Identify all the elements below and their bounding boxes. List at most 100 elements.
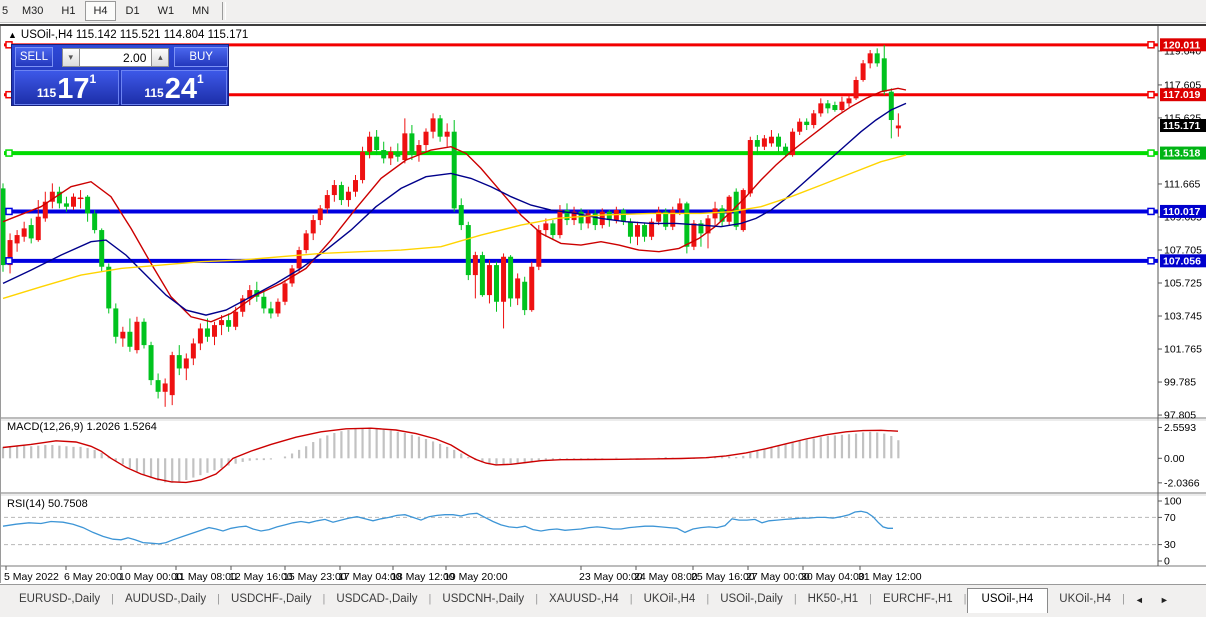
price-tick-label: 115.625 <box>1164 112 1201 124</box>
timeframe-button-MN[interactable]: MN <box>192 5 210 17</box>
buy-price-pip: 1 <box>196 72 204 86</box>
tab-separator: | <box>1122 593 1125 605</box>
line-handle <box>5 149 13 157</box>
price-tick-label: 103.745 <box>1164 311 1202 323</box>
macd-tick-label: -2.0366 <box>1164 477 1200 489</box>
date-label: 27 May 00:00 <box>746 571 810 583</box>
rsi-tick-label: 100 <box>1164 496 1182 508</box>
macd-group <box>1 427 900 484</box>
line-handle <box>1147 207 1155 216</box>
tab-scroll-left-icon[interactable]: ◄ <box>1134 595 1144 605</box>
sell-price-button[interactable]: 115 17 1 <box>14 70 119 105</box>
chart-tab-ukoil-h4[interactable]: UKOil-,H4 <box>643 593 696 605</box>
date-label: 18 May 12:00 <box>391 571 455 583</box>
tab-separator: | <box>706 593 710 605</box>
svg-text:110.017: 110.017 <box>1163 206 1201 218</box>
date-label: 23 May 00:00 <box>579 571 643 583</box>
price-tick-label: 99.785 <box>1164 377 1196 389</box>
chart-tab-ukoil-h4[interactable]: UKOil-,H4 <box>1059 593 1112 605</box>
timeframe-button-H1[interactable]: H1 <box>61 5 76 17</box>
timeframe-button-W1[interactable]: W1 <box>157 5 175 17</box>
price-tick-label: 101.765 <box>1164 344 1202 356</box>
tab-separator: | <box>793 593 797 605</box>
chart-title: ▲ USOil-,H4 115.142 115.521 114.804 115.1… <box>8 29 248 41</box>
date-label: 12 May 16:00 <box>229 571 293 583</box>
chart-canvas[interactable]: 119.640 117.605 115.625 111.665 109.685 107.7… <box>1 26 1206 617</box>
sell-button[interactable]: SELL <box>15 47 53 67</box>
chart-tab-xauusd-h4[interactable]: XAUUSD-,H4 <box>549 593 619 605</box>
tab-separator: | <box>629 593 633 605</box>
tab-separator: | <box>963 593 967 605</box>
ma-red-line <box>2 87 907 323</box>
one-click-trading-panel: SELL ▾ 2.00 ▴ BUY 115 17 1 115 24 1 <box>11 44 229 106</box>
price-tick-label: 109.685 <box>1164 211 1202 223</box>
date-label: 15 May 23:00 <box>283 571 347 583</box>
price-tick-label: 97.805 <box>1164 410 1196 422</box>
rsi-line <box>2 510 893 545</box>
chart-tab-eurchf-h1[interactable]: EURCHF-,H1 <box>883 593 953 605</box>
timeframe-button-5[interactable]: 5 <box>2 5 9 17</box>
date-label: 31 May 12:00 <box>858 571 922 583</box>
volume-increase-icon[interactable]: ▴ <box>151 47 170 67</box>
price-badge <box>1160 146 1206 160</box>
macd-tick-label: 0.00 <box>1164 453 1185 465</box>
tab-separator: | <box>869 593 873 605</box>
tab-separator: | <box>217 593 221 605</box>
buy-price-prefix: 115 <box>144 86 164 100</box>
chart-title-text: USOil-,H4 115.142 115.521 114.804 115.17… <box>20 29 249 41</box>
volume-decrease-icon[interactable]: ▾ <box>61 47 80 67</box>
date-label: 10 May 00:00 <box>119 571 183 583</box>
tab-separator: | <box>322 593 326 605</box>
date-label: 30 May 04:00 <box>801 571 865 583</box>
line-handle <box>1147 41 1155 49</box>
svg-text:117.019: 117.019 <box>1163 89 1201 101</box>
tab-separator: | <box>428 593 432 605</box>
chart-tab-audusd-daily[interactable]: AUDUSD-,Daily <box>125 593 207 605</box>
chart-tab-usdchf-daily[interactable]: USDCHF-,Daily <box>231 593 312 605</box>
rsi-tick-label: 30 <box>1164 539 1176 551</box>
tab-scroll-right-icon[interactable]: ► <box>1159 595 1169 605</box>
price-badge <box>1160 254 1206 268</box>
rsi-indicator-label: RSI(14) 50.7508 <box>7 498 88 510</box>
chart-tab-usoil-daily[interactable]: USOil-,Daily <box>720 593 783 605</box>
svg-text:107.056: 107.056 <box>1163 255 1201 267</box>
chart-tab-hk50-h1[interactable]: HK50-,H1 <box>807 593 859 605</box>
timeframe-button-M30[interactable]: M30 <box>22 5 44 17</box>
buy-price-main: 24 <box>164 73 197 105</box>
line-handle <box>5 257 13 265</box>
svg-text:115.171: 115.171 <box>1163 120 1201 132</box>
chart-tab-usdcnh-daily[interactable]: USDCNH-,Daily <box>442 593 525 605</box>
date-label: 25 May 16:00 <box>691 571 755 583</box>
timeframe-button-H4[interactable]: H4 <box>85 1 116 21</box>
chart-tab-usdcad-daily[interactable]: USDCAD-,Daily <box>336 593 418 605</box>
chart-tab-eurusd-daily[interactable]: EURUSD-,Daily <box>19 593 101 605</box>
buy-button[interactable]: BUY <box>174 47 229 67</box>
chart-window: 119.640 117.605 115.625 111.665 109.685 107.7… <box>0 26 1206 583</box>
timeframe-button-D1[interactable]: D1 <box>125 5 140 17</box>
volume-input[interactable]: 2.00 <box>79 47 152 67</box>
price-tick-label: 111.665 <box>1164 178 1201 190</box>
ma-blue-line <box>2 102 907 316</box>
price-tick-label: 105.725 <box>1164 278 1202 290</box>
date-label: 5 May 2022 <box>4 571 59 583</box>
tab-separator: | <box>111 593 115 605</box>
collapse-icon[interactable]: ▲ <box>8 30 17 40</box>
price-badge <box>1160 119 1206 133</box>
price-badge <box>1160 88 1206 102</box>
chart-tab-usoil-h4[interactable]: USOil-,H4 <box>966 588 1049 613</box>
sell-price-main: 17 <box>57 73 90 105</box>
toolbar-divider <box>0 24 1206 26</box>
macd-indicator-label: MACD(12,26,9) 1.2026 1.5264 <box>7 421 157 433</box>
rsi-group <box>2 510 1158 546</box>
line-handle <box>1147 90 1155 99</box>
rsi-tick-label: 70 <box>1164 512 1176 524</box>
date-label: 11 May 08:00 <box>174 571 237 583</box>
price-badge <box>1160 38 1206 52</box>
line-handle <box>1147 257 1155 265</box>
price-badge <box>1160 204 1206 218</box>
rsi-tick-label: 0 <box>1164 556 1170 568</box>
sell-price-prefix: 115 <box>36 86 57 100</box>
line-handle <box>1147 149 1155 157</box>
buy-price-button[interactable]: 115 24 1 <box>121 70 227 105</box>
